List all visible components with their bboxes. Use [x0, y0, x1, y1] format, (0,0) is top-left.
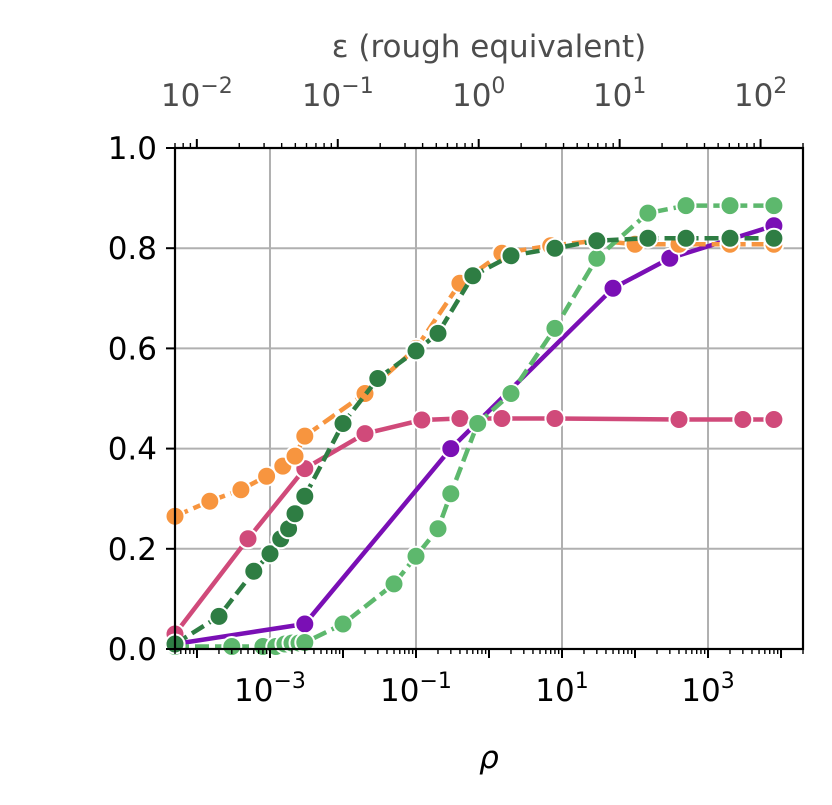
series-4-point-7 — [294, 485, 316, 507]
series-2-point-5 — [284, 445, 306, 467]
series-3-point-16 — [586, 247, 608, 269]
series-0-point-3 — [602, 277, 624, 299]
y-axis: 0.0 0.2 0.4 0.6 0.8 1.0 — [108, 131, 175, 668]
series-4-point-10 — [405, 340, 427, 362]
x-tick-label-0: 10−3 — [234, 669, 306, 709]
series-0-point-2 — [440, 438, 462, 460]
series-0-line — [174, 223, 775, 647]
series-4-point-19 — [763, 227, 785, 249]
series-1-point-8 — [668, 409, 690, 430]
series-1-point-7 — [544, 408, 566, 429]
y-tick-label-2: 0.4 — [108, 432, 157, 468]
series-2-point-3 — [256, 465, 278, 487]
top-axis-title: ε (rough equivalent) — [332, 29, 647, 65]
top-axis: 10−2 10−1 100 101 102 — [161, 74, 804, 148]
y-tick-label-4: 0.8 — [108, 231, 157, 267]
series-4-point-6 — [284, 503, 306, 525]
series-3-point-19 — [719, 195, 741, 217]
x-tick-label-2: 101 — [535, 669, 588, 709]
series-1-point-1 — [237, 528, 259, 550]
series-1-line — [173, 416, 774, 636]
series-3-point-15 — [544, 317, 566, 339]
series-1-point-9 — [732, 409, 754, 430]
series-4-point-9 — [367, 368, 389, 389]
top-tick-label-1: 10−1 — [302, 74, 374, 114]
series-4-point-11 — [427, 322, 449, 344]
x-tick-label-3: 103 — [681, 669, 734, 709]
series-layer — [164, 195, 785, 657]
series-3-point-13 — [467, 413, 489, 434]
y-tick-label-5: 1.0 — [108, 131, 157, 167]
series-3-point-8 — [332, 613, 354, 635]
series-4-point-3 — [259, 543, 281, 565]
series-3-point-11 — [427, 518, 449, 540]
series-4-point-18 — [719, 227, 741, 249]
series-4-point-8 — [332, 413, 354, 434]
top-tick-label-0: 10−2 — [161, 74, 233, 114]
series-3-point-17 — [637, 202, 659, 224]
series-4 — [164, 227, 785, 655]
series-4-point-2 — [243, 560, 265, 582]
series-4-point-17 — [675, 227, 697, 249]
top-tick-label-2: 100 — [452, 74, 505, 114]
y-tick-label-0: 0.0 — [108, 632, 157, 668]
series-3-point-12 — [440, 483, 462, 505]
y-tick-label-3: 0.6 — [108, 331, 157, 367]
series-0-point-1 — [294, 613, 316, 635]
series-3 — [164, 195, 785, 657]
series-1-point-5 — [449, 408, 471, 429]
series-3-point-18 — [675, 195, 697, 217]
x-axis-title: ρ — [479, 740, 499, 776]
series-1 — [164, 408, 785, 645]
top-tick-label-4: 102 — [734, 74, 787, 114]
series-3-point-10 — [405, 545, 427, 567]
x-tick-label-1: 10−1 — [380, 669, 452, 709]
series-4-point-1 — [208, 605, 230, 627]
series-1-point-10 — [763, 409, 785, 430]
series-4-point-12 — [462, 265, 484, 287]
series-2-point-2 — [230, 479, 252, 501]
series-2-point-6 — [294, 425, 316, 447]
series-1-point-4 — [411, 409, 433, 431]
series-2-point-1 — [199, 490, 221, 512]
series-3-point-1 — [221, 636, 243, 657]
series-1-point-6 — [491, 408, 513, 429]
series-3-point-20 — [763, 195, 785, 217]
grid — [175, 148, 803, 649]
series-3-point-9 — [383, 573, 405, 595]
series-1-point-3 — [354, 423, 376, 445]
series-4-point-15 — [586, 230, 608, 252]
x-axis: 10−3 10−1 101 103 — [174, 649, 804, 709]
top-tick-label-3: 101 — [593, 74, 646, 114]
series-4-line — [173, 235, 774, 646]
series-4-point-14 — [544, 237, 566, 259]
series-3-point-14 — [500, 383, 522, 404]
series-4-point-13 — [500, 245, 522, 267]
series-4-point-16 — [637, 227, 659, 249]
y-tick-label-1: 0.2 — [108, 532, 157, 568]
